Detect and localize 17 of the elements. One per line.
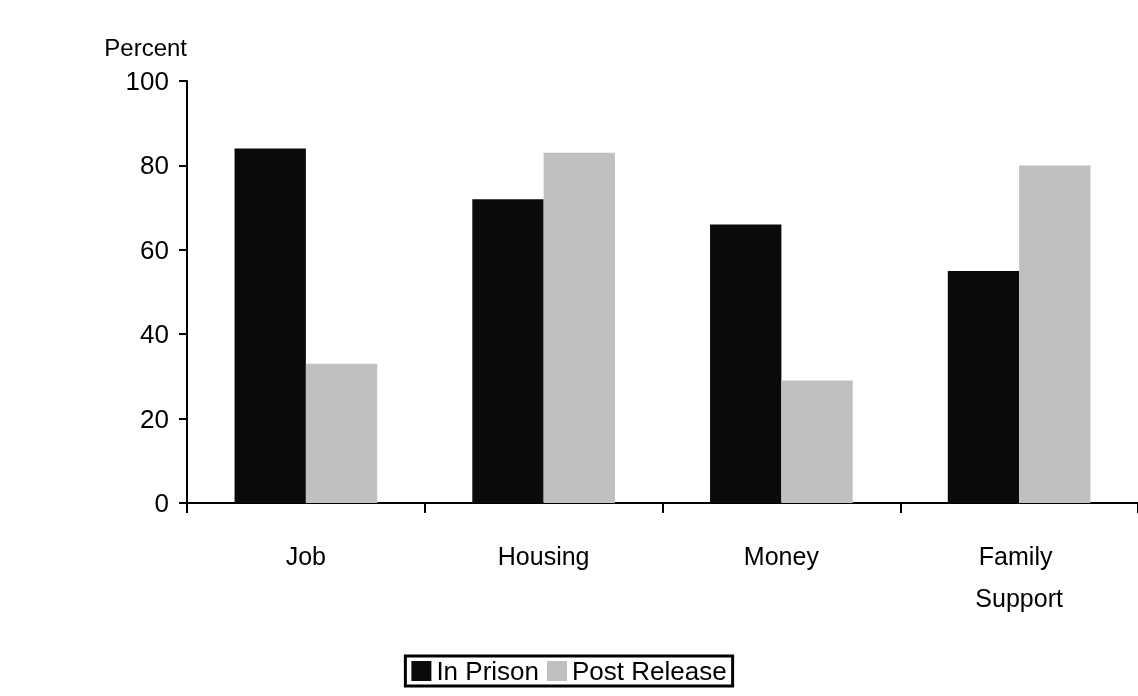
- y-tick-label: 0: [154, 488, 169, 518]
- y-tick-label: 40: [140, 319, 169, 350]
- bar: [1019, 165, 1091, 503]
- legend-label: Post Release: [571, 656, 727, 686]
- y-axis-title: Percent: [104, 33, 188, 61]
- x-tick-label: Job: [285, 542, 327, 570]
- bar: [305, 363, 378, 503]
- bar: [543, 152, 615, 503]
- x-tick-label: Money: [743, 542, 820, 570]
- y-tick-label: 60: [140, 234, 169, 265]
- y-tick-label: 80: [140, 150, 169, 181]
- x-tick-label: Family Support: [975, 542, 1063, 612]
- x-tick-label: Housing: [497, 542, 590, 570]
- bar: [781, 380, 853, 503]
- y-tick-label: 20: [140, 403, 169, 434]
- legend-label: In Prison: [436, 656, 539, 686]
- y-tick-label: 100: [125, 66, 169, 96]
